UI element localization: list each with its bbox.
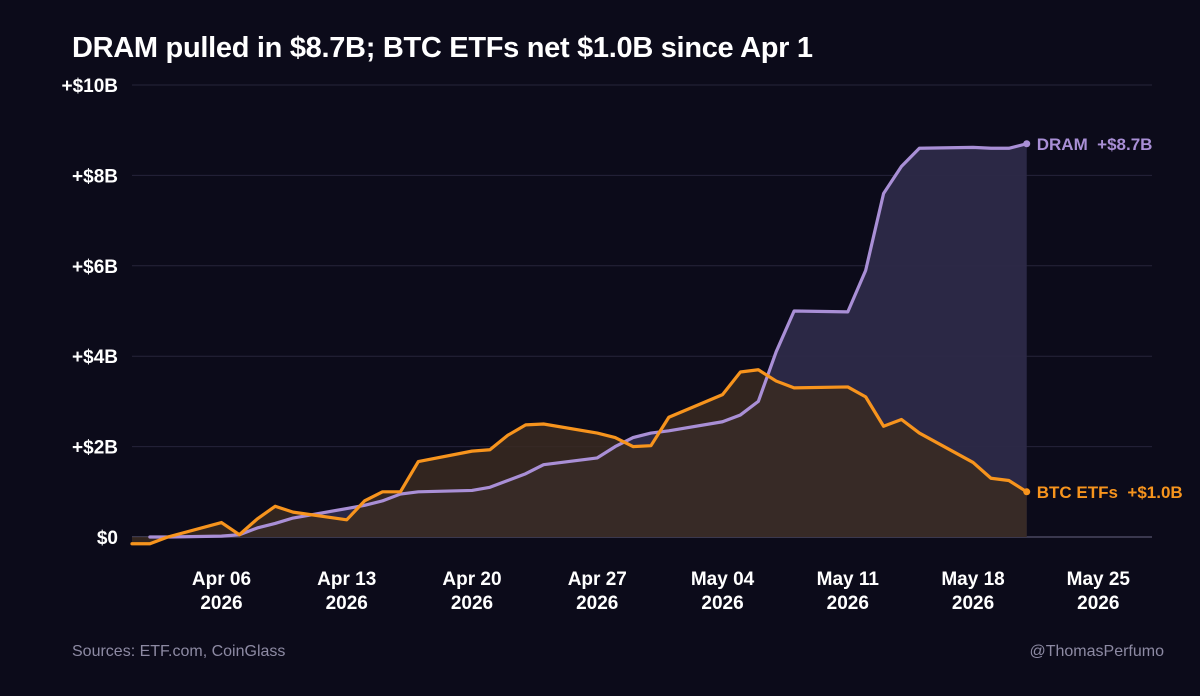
source-note: Sources: ETF.com, CoinGlass bbox=[72, 643, 286, 660]
dram-end-label: DRAM +$8.7B bbox=[1037, 135, 1153, 154]
btc-etfs-line bbox=[130, 368, 1029, 546]
y-tick-label: +$8B bbox=[72, 166, 118, 187]
btc-etfs-end-label: BTC ETFs +$1.0B bbox=[1037, 483, 1183, 502]
x-tick-label: May 18 2026 bbox=[941, 569, 1004, 614]
y-tick-label: +$6B bbox=[72, 257, 118, 278]
x-tick-label: Apr 13 2026 bbox=[317, 569, 376, 614]
y-tick-label: +$2B bbox=[72, 438, 118, 459]
x-tick-label: May 25 2026 bbox=[1067, 569, 1131, 614]
x-tick-label: Apr 20 2026 bbox=[442, 569, 501, 614]
x-tick-label: Apr 27 2026 bbox=[568, 569, 627, 614]
btc-etfs-end-point bbox=[1023, 488, 1031, 496]
chart-title: DRAM pulled in $8.7B; BTC ETFs net $1.0B… bbox=[72, 32, 813, 64]
dram-end-point bbox=[1023, 140, 1031, 148]
btc-etfs-area bbox=[132, 369, 1027, 544]
x-tick-label: Apr 06 2026 bbox=[192, 569, 251, 614]
dram-line bbox=[148, 142, 1029, 539]
x-tick-label: May 04 2026 bbox=[691, 569, 755, 614]
y-tick-label: $0 bbox=[97, 528, 118, 549]
y-tick-label: +$4B bbox=[72, 347, 118, 368]
x-tick-label: May 11 2026 bbox=[817, 569, 880, 614]
y-tick-label: +$10B bbox=[61, 76, 118, 97]
author-handle: @ThomasPerfumo bbox=[1029, 643, 1164, 660]
